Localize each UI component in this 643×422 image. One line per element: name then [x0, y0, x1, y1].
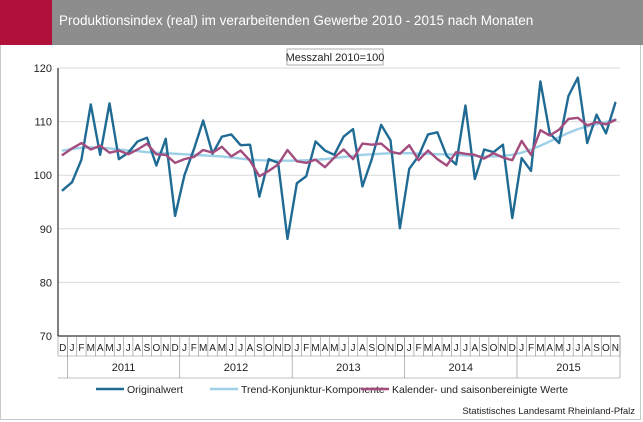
- header-bar: [0, 0, 643, 45]
- month-label: S: [256, 343, 263, 354]
- year-label: 2015: [556, 362, 580, 374]
- month-label: N: [387, 343, 394, 354]
- legend-label-seasonal: Kalender- und saisonbereinigte Werte: [392, 384, 568, 396]
- month-label: J: [126, 343, 131, 354]
- y-tick-label: 110: [34, 117, 52, 129]
- month-label: M: [87, 343, 95, 354]
- subtitle-box: [286, 48, 384, 66]
- series-line-seasonal: [61, 116, 617, 178]
- month-label: J: [351, 343, 356, 354]
- chart-subtitle: Messzahl 2010=100: [286, 52, 385, 64]
- month-label: J: [463, 343, 468, 354]
- month-label: A: [97, 343, 104, 354]
- month-label: M: [218, 343, 226, 354]
- month-label: D: [509, 343, 516, 354]
- source-note: Statistisches Landesamt Rheinland-Pfalz: [462, 406, 635, 417]
- month-label: A: [359, 343, 366, 354]
- month-label: D: [59, 343, 66, 354]
- month-label: O: [265, 343, 273, 354]
- month-label: S: [481, 343, 488, 354]
- month-label: N: [274, 343, 281, 354]
- y-tick-label: 100: [34, 170, 52, 182]
- month-label: F: [191, 343, 197, 354]
- month-label: O: [602, 343, 610, 354]
- month-label: D: [284, 343, 291, 354]
- month-label: A: [546, 343, 553, 354]
- month-label: N: [499, 343, 506, 354]
- month-label: J: [566, 343, 571, 354]
- legend-label-trend: Trend-Konjunktur-Komponente: [241, 384, 385, 396]
- month-label: M: [443, 343, 451, 354]
- month-label: F: [416, 343, 422, 354]
- month-label: A: [247, 343, 254, 354]
- month-label: S: [593, 343, 600, 354]
- month-label: J: [407, 343, 412, 354]
- chart-frame: [0, 45, 641, 420]
- month-label: J: [294, 343, 299, 354]
- month-label: J: [454, 343, 459, 354]
- month-label: M: [311, 343, 319, 354]
- month-label: F: [78, 343, 84, 354]
- month-label: O: [490, 343, 498, 354]
- chart-title: Produktionsindex (real) im verarbeitende…: [59, 13, 534, 28]
- month-label: M: [330, 343, 338, 354]
- y-tick-label: 80: [40, 277, 52, 289]
- month-label: D: [171, 343, 178, 354]
- month-label: J: [575, 343, 580, 354]
- month-label: N: [162, 343, 169, 354]
- year-label: 2011: [112, 362, 136, 374]
- month-label: A: [209, 343, 216, 354]
- series-line-original: [61, 76, 617, 241]
- y-tick-label: 120: [34, 63, 52, 75]
- month-label: D: [396, 343, 403, 354]
- month-label: F: [528, 343, 534, 354]
- month-label: J: [229, 343, 234, 354]
- month-label: O: [152, 343, 160, 354]
- month-label: J: [341, 343, 346, 354]
- month-label: S: [144, 343, 151, 354]
- month-label: M: [424, 343, 432, 354]
- month-label: A: [322, 343, 329, 354]
- month-label: A: [584, 343, 591, 354]
- y-tick-label: 70: [40, 331, 52, 343]
- month-label: N: [612, 343, 619, 354]
- month-label: M: [555, 343, 563, 354]
- legend-label-original: Originalwert: [127, 384, 183, 396]
- month-label: S: [368, 343, 375, 354]
- month-label: O: [377, 343, 385, 354]
- y-tick-label: 90: [40, 224, 52, 236]
- month-label: J: [116, 343, 121, 354]
- month-label: A: [134, 343, 141, 354]
- month-label: J: [70, 343, 75, 354]
- year-label: 2013: [336, 362, 360, 374]
- month-label: A: [434, 343, 441, 354]
- month-label: J: [182, 343, 187, 354]
- accent-block: [0, 0, 52, 45]
- year-label: 2014: [449, 362, 473, 374]
- month-label: F: [303, 343, 309, 354]
- month-label: J: [238, 343, 243, 354]
- year-label: 2012: [224, 362, 248, 374]
- month-label: J: [519, 343, 524, 354]
- month-label: M: [199, 343, 207, 354]
- month-label: M: [105, 343, 113, 354]
- month-label: A: [471, 343, 478, 354]
- month-label: M: [536, 343, 544, 354]
